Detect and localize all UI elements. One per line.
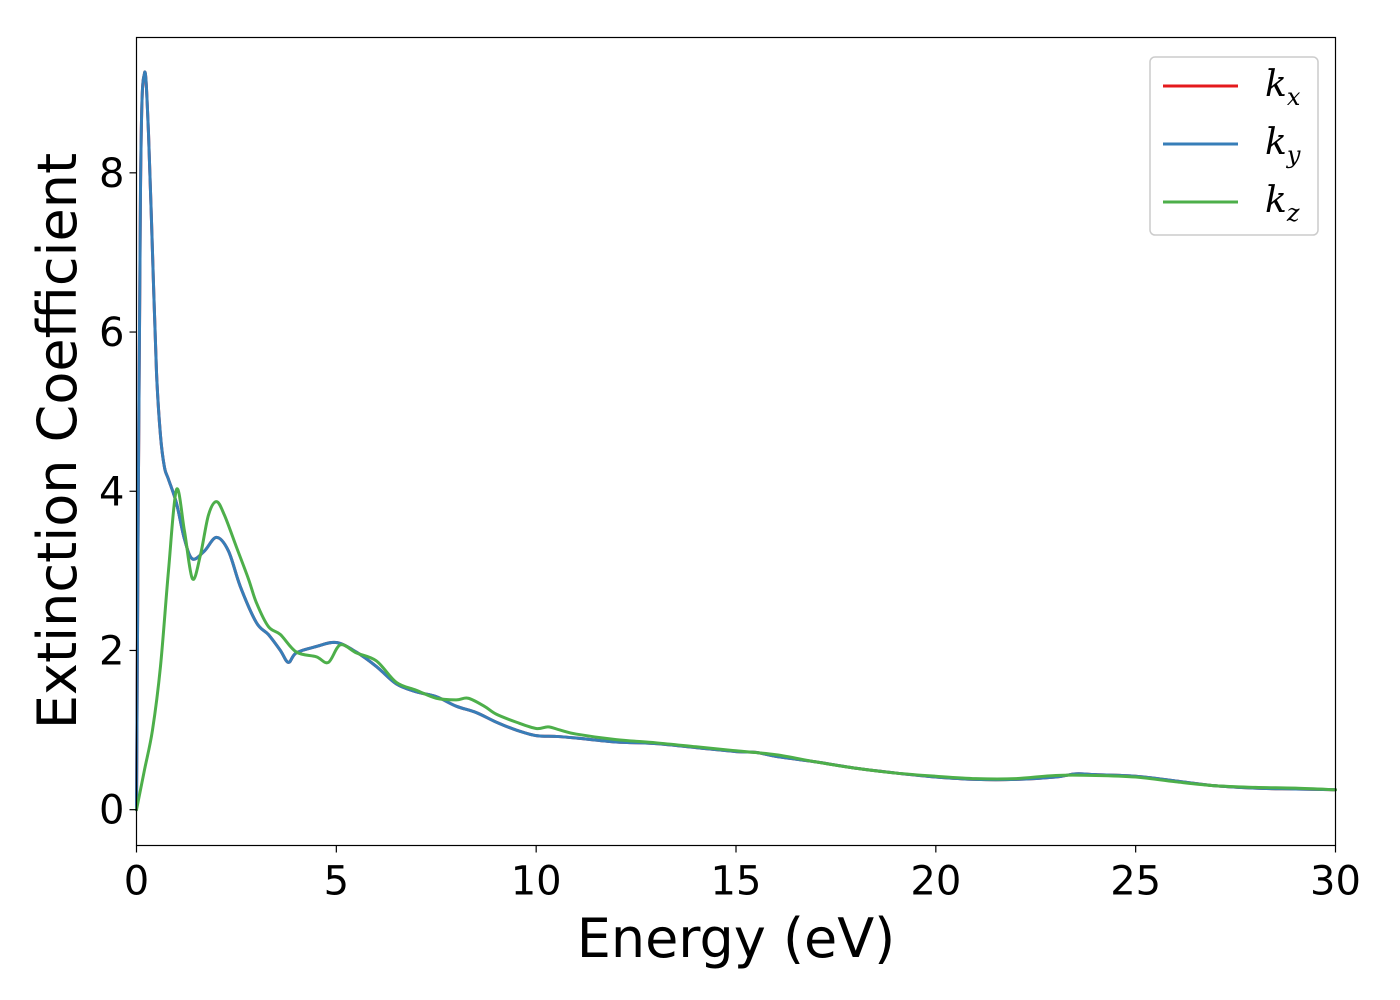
y-axis-ticks: 0 2 4 6 8 [99, 151, 137, 834]
y-axis-title: Extinction Coefficient [26, 153, 89, 729]
legend-box [1149, 56, 1319, 236]
y-tick-label: 4 [99, 469, 124, 515]
x-tick-label: 25 [1110, 859, 1161, 905]
x-tick-label: 30 [1310, 859, 1361, 905]
x-tick-label: 10 [511, 859, 562, 905]
legend-label-subscript: x [1287, 83, 1301, 111]
x-tick-label: 15 [711, 859, 762, 905]
x-axis-title: Energy (eV) [577, 907, 896, 970]
x-tick-label: 20 [910, 859, 961, 905]
x-axis-ticks: 0 5 10 15 20 25 30 [124, 845, 1361, 905]
y-tick-label: 6 [99, 310, 124, 356]
series-line-kz [135, 487, 1337, 812]
y-tick-label: 8 [99, 151, 124, 197]
legend-label-subscript: z [1286, 199, 1300, 227]
x-tick-label: 0 [124, 859, 149, 905]
legend-label-ky: ky [1265, 122, 1301, 169]
y-tick-label: 0 [99, 788, 124, 834]
y-tick-label: 2 [99, 628, 124, 674]
x-tick-label: 5 [324, 859, 349, 905]
series-layer [135, 70, 1337, 812]
legend-label-subscript: y [1286, 141, 1301, 169]
legend-label-kx: kx [1265, 64, 1301, 111]
